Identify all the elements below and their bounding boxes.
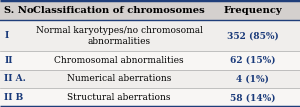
Bar [0, 51, 300, 70]
Bar [0, 0, 300, 20]
Bar [0, 20, 300, 51]
Text: I: I [4, 31, 9, 40]
Text: II: II [4, 56, 13, 65]
Bar [0, 70, 300, 88]
Text: 58 (14%): 58 (14%) [230, 93, 275, 102]
Text: Normal karyotypes/no chromosomal
abnormalities: Normal karyotypes/no chromosomal abnorma… [36, 26, 203, 46]
Text: 4 (1%): 4 (1%) [236, 74, 269, 83]
Text: 352 (85%): 352 (85%) [227, 31, 279, 40]
Text: 62 (15%): 62 (15%) [230, 56, 275, 65]
Text: Numerical aberrations: Numerical aberrations [67, 74, 171, 83]
Text: Frequency: Frequency [224, 6, 282, 15]
Text: Chromosomal abnormalities: Chromosomal abnormalities [54, 56, 184, 65]
Bar [0, 88, 300, 107]
Text: Structural aberrations: Structural aberrations [68, 93, 171, 102]
Text: II B: II B [4, 93, 24, 102]
Text: Classification of chromosomes: Classification of chromosomes [33, 6, 205, 15]
Text: S. No: S. No [4, 6, 34, 15]
Text: II A.: II A. [4, 74, 26, 83]
